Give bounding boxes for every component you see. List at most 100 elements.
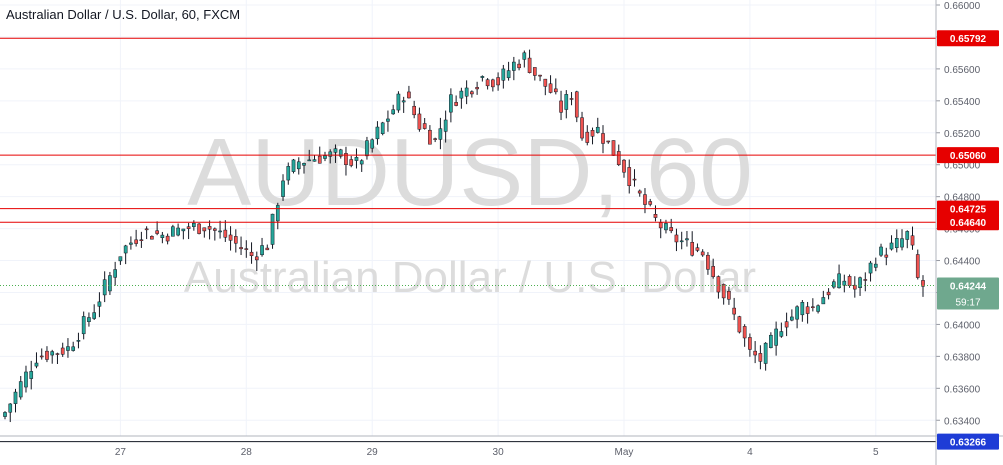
candle-body [580,117,584,139]
level-price-label: 0.64640 [950,218,987,229]
candle-body [317,155,322,164]
time-tick-label: 29 [367,447,379,458]
candle-body [506,70,511,79]
candle-body [616,151,621,165]
candle-body [769,334,773,348]
candle-body [92,312,97,319]
price-tick-label: 0.65400 [944,97,981,108]
candle-body [375,126,380,140]
candle-body [653,214,658,218]
candle-body [50,351,55,356]
candle-body [449,94,453,113]
candle-body [249,251,254,256]
candle-body [852,284,857,290]
candle-body [213,228,217,231]
time-axis[interactable]: 27 28 29 30 May 4 5 [0,435,1003,458]
candle-body [863,279,868,281]
candle-body [176,227,180,236]
price-tick-label: 0.64000 [944,320,981,331]
candle-body [407,91,411,99]
candle-body [464,87,469,97]
watermark-ticker: AUDUSD, 60 [187,119,753,226]
candle-body [470,91,474,95]
candle-body [915,254,920,278]
candle-body [910,235,915,246]
candle-body [386,118,390,122]
candle-body [716,276,721,293]
price-tick-label: 0.65200 [944,129,981,140]
candle-body [553,88,558,93]
time-tick-label: 30 [493,447,505,458]
candle-body [239,247,243,250]
candle-body [753,350,757,356]
horizontal-levels[interactable] [0,37,936,443]
candle-body [826,291,831,296]
candle-body [779,331,784,337]
level-price-label: 0.63266 [950,438,987,449]
candle-body [265,247,270,251]
candle-body [501,68,506,81]
candle-body [365,140,369,157]
candle-body [805,306,810,314]
candle-body [816,305,820,312]
candle-body [428,129,432,145]
candle-body [443,119,448,132]
candle-body [763,342,768,364]
candle-body [842,280,847,286]
candle-body [679,240,684,243]
price-tick-label: 0.63800 [944,352,981,363]
resistance-price-badge [937,147,999,164]
candle-body [270,213,275,245]
price-axis[interactable]: 0.660000.658000.656000.654000.652000.650… [935,0,981,465]
candle-body [312,159,317,162]
candle-body [454,102,458,106]
candle-body [55,353,60,355]
candle-body [197,223,201,234]
candle-body [606,140,611,143]
candle-body [244,248,249,250]
candle-body [192,222,196,227]
candles [3,49,925,423]
candle-body [700,251,705,256]
candle-body [748,337,752,350]
candle-body [228,234,233,241]
candle-body [858,277,862,289]
candle-body [873,263,878,268]
candle-body [433,138,437,140]
candle-body [328,151,333,157]
candle-body [333,148,338,153]
candle-body [532,67,537,76]
candle-body [129,242,133,245]
time-tick-label: 4 [747,447,753,458]
candle-body [118,256,123,262]
price-tick-label: 0.63600 [944,384,981,395]
candle-body [39,355,44,358]
candle-body [438,128,443,140]
time-tick-label: 27 [115,447,127,458]
candle-body [34,362,39,367]
candle-body [396,93,401,111]
candle-body [737,316,742,333]
time-tick-label: May [615,447,634,458]
level-price-label: 0.64725 [950,205,987,216]
candle-body [569,98,574,100]
candle-body [401,100,406,103]
candle-body [87,317,91,322]
candle-body [543,78,548,87]
candle-body [721,284,726,299]
candle-body [108,275,112,292]
candle-body [286,166,291,181]
support-price-badge [937,433,999,450]
candle-body [202,227,207,232]
candle-body [742,326,747,339]
candle-body [727,291,731,300]
candle-body [134,239,138,244]
candle-body [186,226,191,229]
candle-body [774,328,778,346]
candle-body [921,280,925,287]
candle-body [884,254,889,258]
symbol-title[interactable]: Australian Dollar / U.S. Dollar, 60, FXC… [6,7,241,22]
candle-body [548,83,553,93]
